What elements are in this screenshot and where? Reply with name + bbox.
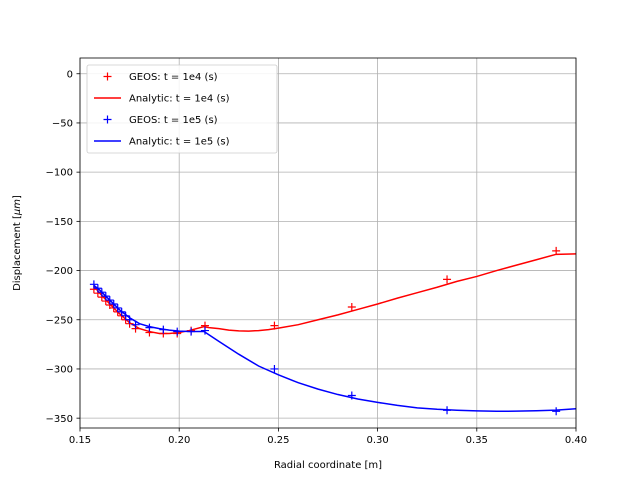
legend-item: Analytic: t = 1e4 (s) — [94, 94, 230, 105]
data-point — [552, 407, 561, 416]
legend-marker-swatch — [103, 115, 112, 124]
x-tick-label: 0.40 — [565, 435, 587, 446]
x-axis-label: Radial coordinate [m] — [274, 460, 382, 471]
legend-item: GEOS: t = 1e5 (s) — [103, 115, 218, 126]
legend: GEOS: t = 1e4 (s) Analytic: t = 1e4 (s) GE… — [86, 64, 278, 154]
y-tick-label: −100 — [46, 168, 73, 179]
series-line — [93, 253, 577, 335]
data-point — [270, 364, 279, 373]
x-tick-label: 0.20 — [168, 435, 190, 446]
x-tick-label: 0.15 — [69, 435, 91, 446]
data-point — [347, 302, 356, 311]
y-tick-label: −300 — [46, 365, 73, 376]
data-point — [552, 246, 561, 255]
y-tick-label: −50 — [52, 119, 73, 130]
y-tick-label: −200 — [46, 266, 73, 277]
legend-label: GEOS: t = 1e5 (s) — [129, 115, 218, 126]
legend-box — [86, 64, 278, 154]
series-layer — [89, 246, 577, 416]
x-tick-label: 0.35 — [466, 435, 488, 446]
y-tick-label: −350 — [46, 414, 73, 425]
y-axis-label-close: ] — [12, 195, 23, 199]
data-point — [200, 326, 209, 335]
y-tick-label: −150 — [46, 217, 73, 228]
series-line — [93, 284, 577, 413]
legend-marker-swatch — [103, 72, 112, 81]
y-axis-ticks: 0 −50 −100 −150 −200 −250 −300 −350 — [46, 69, 80, 425]
legend-label: Analytic: t = 1e5 (s) — [129, 137, 230, 148]
x-tick-label: 0.30 — [366, 435, 388, 446]
legend-item: Analytic: t = 1e5 (s) — [94, 137, 230, 148]
series-1 — [93, 253, 577, 335]
plot-frame — [79, 57, 577, 429]
y-axis-label-text: Displacement [ — [12, 215, 23, 291]
legend-label: GEOS: t = 1e4 (s) — [129, 72, 218, 83]
legend-item: GEOS: t = 1e4 (s) — [103, 72, 218, 83]
series-3 — [93, 284, 577, 413]
legend-label: Analytic: t = 1e4 (s) — [129, 94, 230, 105]
x-tick-label: 0.25 — [267, 435, 289, 446]
x-axis-ticks: 0.15 0.20 0.25 0.30 0.35 0.40 — [69, 428, 587, 446]
data-point — [443, 275, 452, 284]
y-tick-label: 0 — [67, 69, 73, 80]
y-axis-label-unit: μm — [12, 199, 23, 216]
y-axis-label: Displacement [μm] — [12, 195, 23, 291]
y-tick-label: −250 — [46, 315, 73, 326]
data-point — [89, 280, 98, 289]
